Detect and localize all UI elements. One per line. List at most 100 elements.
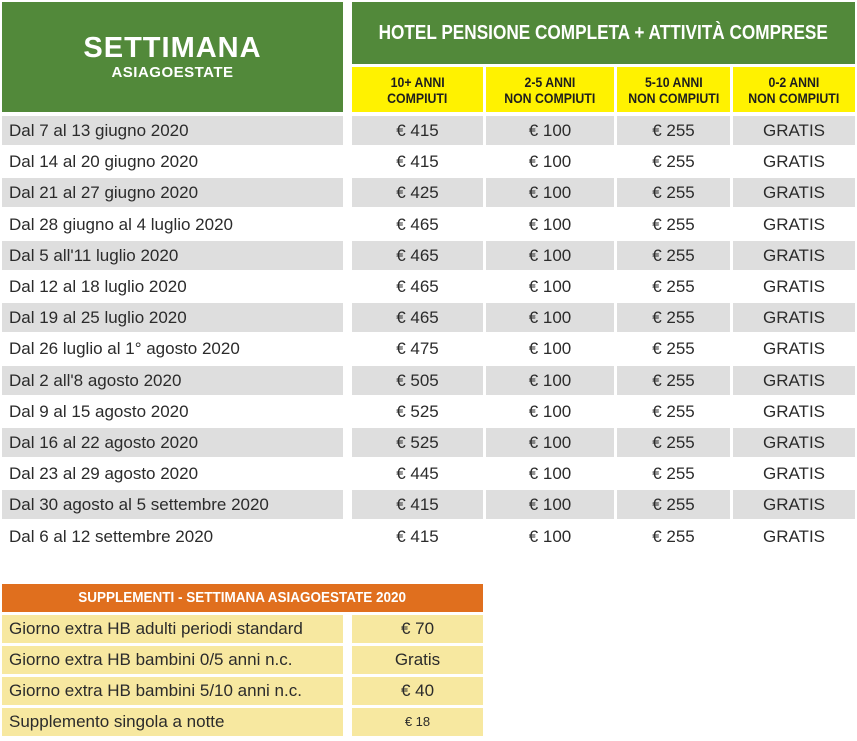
price-2-5-cell: € 100 (528, 402, 572, 421)
price-2-5-cell: € 100 (486, 178, 614, 207)
price-0-2-cell: GRATIS (733, 116, 855, 145)
supplements-title: SUPPLEMENTI - SETTIMANA ASIAGOESTATE 202… (2, 584, 483, 612)
price-2-5-cell: € 100 (528, 152, 572, 171)
price-10plus-cell: € 415 (352, 490, 483, 519)
price-0-2-cell: GRATIS (762, 527, 826, 546)
table-row: Dal 5 all'11 luglio 2020 € 465 € 100 € 255 G… (0, 241, 857, 270)
price-5-10-cell: € 255 (617, 303, 730, 332)
week-title-block: SETTIMANA ASIAGOESTATE (2, 2, 343, 112)
period-cell: Dal 19 al 25 luglio 2020 (2, 303, 343, 332)
table-row: Dal 30 agosto al 5 settembre 2020 € 415 € … (0, 490, 857, 519)
period-cell: Dal 9 al 15 agosto 2020 (9, 402, 189, 421)
price-10plus-cell: € 465 (352, 303, 483, 332)
price-5-10-cell: € 255 (617, 116, 730, 145)
price-2-5-cell: € 100 (528, 527, 572, 546)
price-5-10-cell: € 255 (652, 339, 695, 358)
price-10plus-cell: € 465 (396, 277, 439, 296)
price-10plus-cell: € 425 (352, 178, 483, 207)
week-title: SETTIMANA (83, 32, 262, 64)
price-10plus-cell: € 415 (396, 152, 439, 171)
price-0-2-cell: GRATIS (762, 464, 826, 483)
table-row: Dal 19 al 25 luglio 2020 € 465 € 100 € 255 G… (0, 303, 857, 332)
price-0-2-cell: GRATIS (733, 303, 855, 332)
column-header-2-5: 2-5 ANNI NON COMPIUTI (486, 67, 614, 112)
column-header-0-2: 0-2 ANNI NON COMPIUTI (733, 67, 855, 112)
price-0-2-cell: GRATIS (733, 366, 855, 395)
price-5-10-cell: € 255 (617, 490, 730, 519)
price-10plus-cell: € 445 (396, 464, 439, 483)
supplement-label: Giorno extra HB bambini 5/10 anni n.c. (2, 677, 343, 705)
table-row: Dal 7 al 13 giugno 2020 € 415 € 100 € 255 GR… (0, 116, 857, 145)
supplement-row: Supplemento singola a notte € 18 (0, 708, 490, 736)
price-5-10-cell: € 255 (652, 464, 695, 483)
column-header-5-10: 5-10 ANNI NON COMPIUTI (617, 67, 730, 112)
price-2-5-cell: € 100 (486, 366, 614, 395)
price-2-5-cell: € 100 (486, 428, 614, 457)
price-2-5-cell: € 100 (528, 339, 572, 358)
column-header-10plus: 10+ ANNI COMPIUTI (352, 67, 483, 112)
supplement-label: Giorno extra HB adulti periodi standard (2, 615, 343, 643)
supplement-row: Giorno extra HB bambini 0/5 anni n.c. Gr… (0, 646, 490, 674)
period-cell: Dal 21 al 27 giugno 2020 (2, 178, 343, 207)
column-header-line: 5-10 ANNI (644, 73, 703, 90)
price-0-2-cell: GRATIS (733, 428, 855, 457)
hotel-header: HOTEL PENSIONE COMPLETA + ATTIVITÀ COMPR… (352, 2, 855, 64)
period-cell: Dal 30 agosto al 5 settembre 2020 (2, 490, 343, 519)
table-row: Dal 21 al 27 giugno 2020 € 425 € 100 € 255 G… (0, 178, 857, 207)
price-5-10-cell: € 255 (652, 527, 695, 546)
price-5-10-cell: € 255 (617, 241, 730, 270)
price-0-2-cell: GRATIS (733, 490, 855, 519)
price-5-10-cell: € 255 (617, 178, 730, 207)
price-2-5-cell: € 100 (486, 116, 614, 145)
price-2-5-cell: € 100 (528, 277, 572, 296)
price-10plus-cell: € 525 (352, 428, 483, 457)
period-cell: Dal 23 al 29 agosto 2020 (9, 464, 199, 483)
table-row: Dal 2 all'8 agosto 2020 € 505 € 100 € 255 GR… (0, 366, 857, 395)
table-row: Dal 16 al 22 agosto 2020 € 525 € 100 € 255 G… (0, 428, 857, 457)
supplements-title-label: SUPPLEMENTI - SETTIMANA ASIAGOESTATE 202… (78, 589, 407, 606)
column-header-line: 2-5 ANNI (524, 73, 576, 90)
price-5-10-cell: € 255 (652, 277, 695, 296)
period-cell: Dal 7 al 13 giugno 2020 (2, 116, 343, 145)
period-cell: Dal 5 all'11 luglio 2020 (2, 241, 343, 270)
price-0-2-cell: GRATIS (733, 241, 855, 270)
supplement-row: Giorno extra HB bambini 5/10 anni n.c. €… (0, 677, 490, 705)
column-header-line: 10+ ANNI (390, 73, 445, 90)
table-row: Dal 9 al 15 agosto 2020 € 525 € 100 € 255 GR… (0, 397, 857, 426)
price-2-5-cell: € 100 (486, 241, 614, 270)
week-subtitle: ASIAGOESTATE (111, 64, 234, 81)
supplement-value: € 40 (352, 677, 483, 705)
price-0-2-cell: GRATIS (733, 178, 855, 207)
price-2-5-cell: € 100 (528, 215, 572, 234)
table-row: Dal 12 al 18 luglio 2020 € 465 € 100 € 255 G… (0, 272, 857, 301)
supplement-label: Supplemento singola a notte (2, 708, 343, 736)
table-row: Dal 14 al 20 giugno 2020 € 415 € 100 € 255 G… (0, 147, 857, 176)
column-header-line: COMPIUTI (387, 89, 448, 106)
supplement-value: € 70 (352, 615, 483, 643)
supplement-label: Giorno extra HB bambini 0/5 anni n.c. (2, 646, 343, 674)
period-cell: Dal 2 all'8 agosto 2020 (2, 366, 343, 395)
price-10plus-cell: € 505 (352, 366, 483, 395)
price-5-10-cell: € 255 (617, 428, 730, 457)
price-2-5-cell: € 100 (528, 464, 572, 483)
price-5-10-cell: € 255 (652, 215, 695, 234)
table-row: Dal 28 giugno al 4 luglio 2020 € 465 € 100… (0, 210, 857, 239)
price-5-10-cell: € 255 (652, 402, 695, 421)
supplement-value: € 18 (352, 708, 483, 736)
column-header-line: NON COMPIUTI (504, 89, 596, 106)
column-header-line: 0-2 ANNI (768, 73, 820, 90)
price-2-5-cell: € 100 (486, 490, 614, 519)
price-0-2-cell: GRATIS (762, 402, 826, 421)
column-header-line: NON COMPIUTI (627, 89, 720, 106)
supplement-value: Gratis (352, 646, 483, 674)
price-5-10-cell: € 255 (617, 366, 730, 395)
hotel-header-label: HOTEL PENSIONE COMPLETA + ATTIVITÀ COMPR… (378, 21, 829, 44)
supplement-row: Giorno extra HB adulti periodi standard … (0, 615, 490, 643)
price-0-2-cell: GRATIS (762, 152, 826, 171)
price-0-2-cell: GRATIS (762, 277, 826, 296)
price-2-5-cell: € 100 (486, 303, 614, 332)
table-row: Dal 23 al 29 agosto 2020 € 445 € 100 € 255 G… (0, 459, 857, 488)
price-10plus-cell: € 525 (396, 402, 439, 421)
period-cell: Dal 26 luglio al 1° agosto 2020 (9, 339, 240, 358)
price-0-2-cell: GRATIS (762, 215, 826, 234)
